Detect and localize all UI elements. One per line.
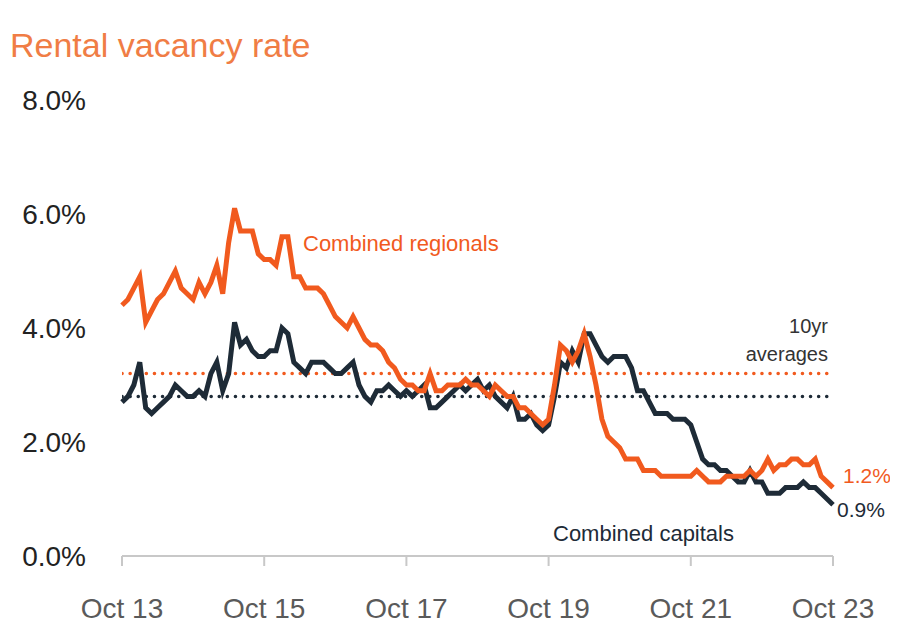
svg-text:Oct 21: Oct 21 (650, 593, 732, 624)
svg-text:8.0%: 8.0% (22, 85, 86, 116)
svg-text:Oct 13: Oct 13 (81, 593, 163, 624)
svg-text:Oct 23: Oct 23 (792, 593, 874, 624)
svg-text:Oct 17: Oct 17 (365, 593, 447, 624)
svg-text:0.9%: 0.9% (837, 498, 885, 521)
svg-text:Oct 15: Oct 15 (223, 593, 305, 624)
svg-text:10yraverages: 10yraverages (746, 315, 829, 365)
svg-text:1.2%: 1.2% (843, 464, 890, 487)
svg-text:Combined regionals: Combined regionals (303, 231, 499, 256)
svg-text:0.0%: 0.0% (22, 541, 86, 572)
svg-text:Rental vacancy rate: Rental vacancy rate (10, 26, 311, 64)
svg-text:4.0%: 4.0% (22, 313, 86, 344)
svg-text:Combined capitals: Combined capitals (553, 521, 734, 546)
svg-text:2.0%: 2.0% (22, 427, 86, 458)
svg-text:6.0%: 6.0% (22, 199, 86, 230)
svg-text:Oct 19: Oct 19 (507, 593, 589, 624)
